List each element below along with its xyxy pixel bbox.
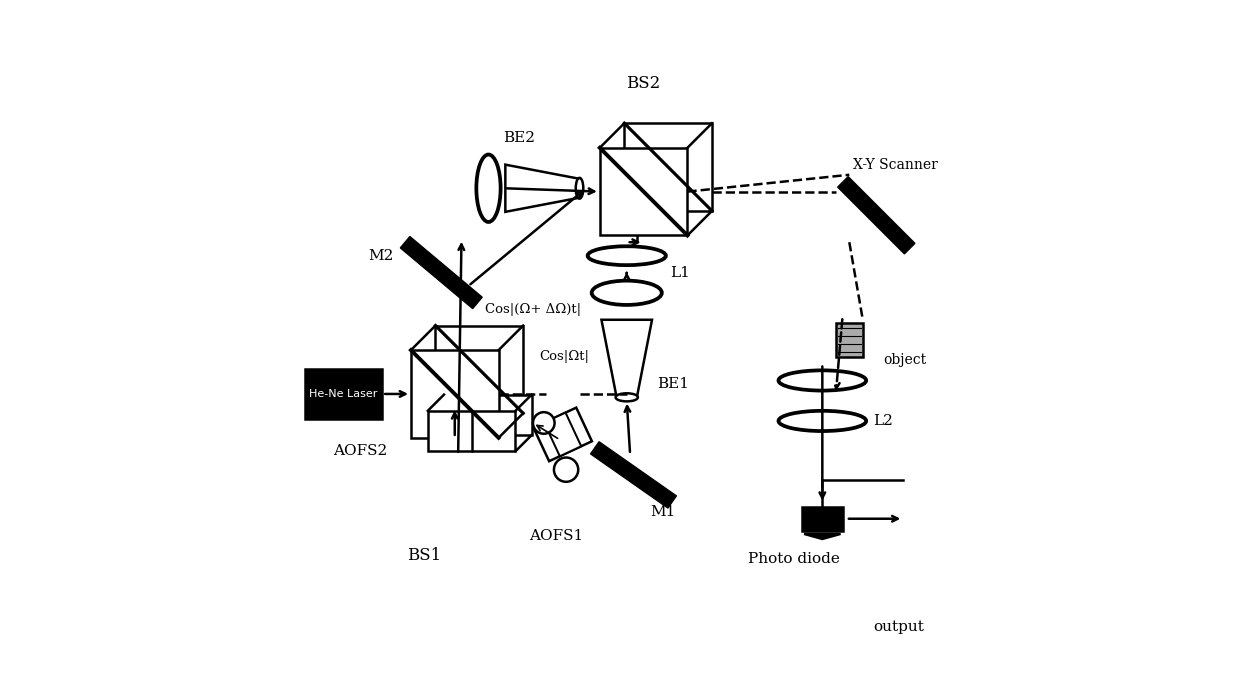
- Ellipse shape: [575, 178, 583, 199]
- Ellipse shape: [591, 281, 662, 305]
- Ellipse shape: [476, 154, 501, 222]
- Text: AOFS2: AOFS2: [334, 444, 387, 458]
- Text: BS2: BS2: [626, 75, 661, 92]
- Polygon shape: [533, 407, 591, 461]
- Text: output: output: [873, 619, 924, 634]
- Polygon shape: [838, 177, 915, 254]
- Polygon shape: [601, 320, 652, 397]
- Text: Cos|(Ω+ ΔΩ)t|: Cos|(Ω+ ΔΩ)t|: [485, 303, 582, 316]
- Polygon shape: [544, 413, 582, 456]
- Polygon shape: [506, 165, 579, 212]
- Text: BS1: BS1: [407, 547, 441, 564]
- Ellipse shape: [615, 393, 637, 401]
- Ellipse shape: [476, 146, 501, 231]
- Polygon shape: [435, 326, 523, 413]
- Text: He-Ne Laser: He-Ne Laser: [309, 389, 378, 399]
- Ellipse shape: [588, 246, 666, 265]
- Polygon shape: [600, 148, 687, 235]
- Ellipse shape: [588, 244, 666, 267]
- Polygon shape: [410, 350, 498, 438]
- Ellipse shape: [779, 411, 867, 431]
- Text: AOFS1: AOFS1: [528, 528, 583, 543]
- Text: Cos|Ωt|: Cos|Ωt|: [539, 350, 589, 363]
- Polygon shape: [804, 534, 841, 539]
- Text: object: object: [883, 353, 926, 367]
- Polygon shape: [428, 411, 516, 452]
- Polygon shape: [590, 442, 676, 508]
- Text: BE1: BE1: [657, 377, 689, 391]
- Text: BE2: BE2: [503, 131, 534, 145]
- Polygon shape: [401, 237, 482, 309]
- Text: X-Y Scanner: X-Y Scanner: [853, 158, 937, 171]
- FancyBboxPatch shape: [836, 323, 863, 357]
- Ellipse shape: [779, 408, 867, 434]
- Circle shape: [533, 412, 554, 434]
- Ellipse shape: [779, 371, 867, 390]
- Polygon shape: [624, 123, 712, 211]
- Ellipse shape: [591, 277, 662, 308]
- Ellipse shape: [779, 368, 867, 393]
- Circle shape: [554, 458, 578, 482]
- FancyBboxPatch shape: [305, 369, 382, 420]
- Text: L1: L1: [671, 266, 691, 279]
- Text: L2: L2: [873, 414, 893, 428]
- Text: Photo diode: Photo diode: [748, 552, 839, 566]
- FancyBboxPatch shape: [802, 507, 842, 530]
- Polygon shape: [444, 394, 532, 435]
- Text: M1: M1: [650, 505, 676, 519]
- Text: M2: M2: [368, 249, 394, 262]
